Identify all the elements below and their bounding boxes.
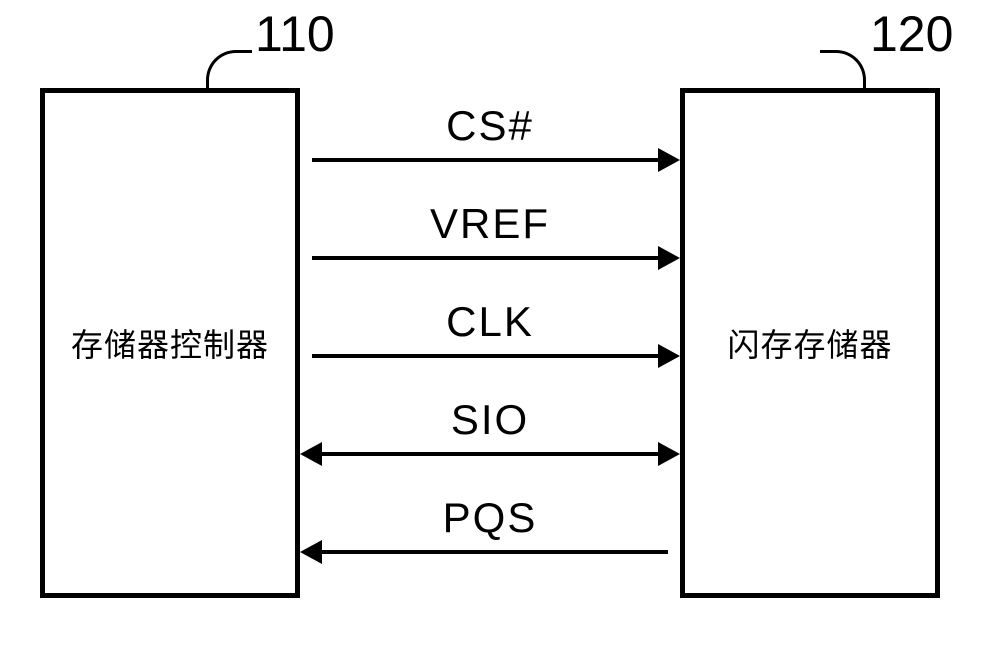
signal-line	[318, 550, 668, 554]
signal-label: CLK	[300, 298, 680, 346]
signal-pqs: PQS	[300, 492, 680, 590]
signal-label: CS#	[300, 102, 680, 150]
signal-line	[312, 158, 662, 162]
block-label-left: 存储器控制器	[71, 320, 269, 366]
signal-line	[312, 354, 662, 358]
signal-clk: CLK	[300, 296, 680, 394]
block-flash-memory: 闪存存储器	[680, 88, 940, 598]
leader-line-120	[820, 50, 866, 92]
signal-cs: CS#	[300, 100, 680, 198]
block-diagram: 110 120 存储器控制器 闪存存储器 CS# VREF CLK SIO	[0, 0, 1000, 646]
arrow-left-icon	[300, 540, 322, 564]
signal-label: VREF	[300, 200, 680, 248]
block-label-right: 闪存存储器	[727, 320, 892, 366]
ref-label-110: 110	[255, 5, 335, 63]
signal-label: SIO	[300, 396, 680, 444]
ref-label-120: 120	[870, 5, 953, 63]
signal-vref: VREF	[300, 198, 680, 296]
arrow-left-icon	[300, 442, 322, 466]
block-memory-controller: 存储器控制器	[40, 88, 300, 598]
arrow-right-icon	[658, 442, 680, 466]
arrow-right-icon	[658, 246, 680, 270]
signal-sio: SIO	[300, 394, 680, 492]
arrow-right-icon	[658, 148, 680, 172]
signal-group: CS# VREF CLK SIO PQS	[300, 100, 680, 590]
arrow-right-icon	[658, 344, 680, 368]
signal-label: PQS	[300, 494, 680, 542]
leader-line-110	[206, 50, 252, 92]
signal-line	[312, 256, 662, 260]
signal-line	[318, 452, 662, 456]
